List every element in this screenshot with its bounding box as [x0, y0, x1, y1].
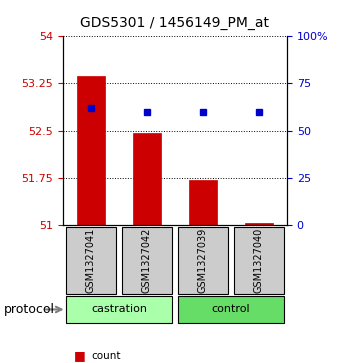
FancyBboxPatch shape — [178, 227, 228, 294]
FancyBboxPatch shape — [66, 296, 172, 323]
FancyBboxPatch shape — [122, 227, 172, 294]
Bar — [133, 133, 161, 225]
FancyBboxPatch shape — [66, 227, 116, 294]
Text: protocol: protocol — [4, 303, 55, 316]
Bar — [189, 180, 217, 225]
Text: GSM1327039: GSM1327039 — [198, 228, 208, 293]
FancyBboxPatch shape — [234, 227, 284, 294]
Text: GSM1327041: GSM1327041 — [86, 228, 96, 293]
Text: control: control — [212, 305, 250, 314]
Bar — [245, 223, 273, 225]
FancyBboxPatch shape — [178, 296, 284, 323]
Text: GSM1327042: GSM1327042 — [142, 228, 152, 293]
Bar — [77, 76, 105, 225]
Text: castration: castration — [91, 305, 147, 314]
Text: GSM1327040: GSM1327040 — [254, 228, 264, 293]
Text: GDS5301 / 1456149_PM_at: GDS5301 / 1456149_PM_at — [80, 16, 270, 30]
Text: count: count — [91, 351, 120, 361]
Text: ■: ■ — [74, 349, 85, 362]
